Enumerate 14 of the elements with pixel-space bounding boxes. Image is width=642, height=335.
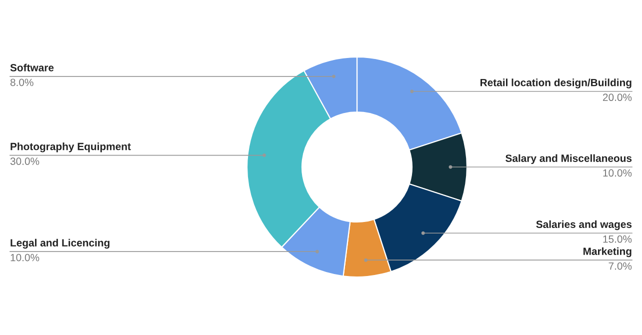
slice-label: Retail location design/Building	[480, 78, 632, 88]
data-label: 10.0%	[603, 169, 632, 177]
data-label: 20.0%	[602, 94, 632, 102]
slice-label: Salary and Miscellaneous	[506, 154, 632, 164]
data-label: 15.0%	[603, 235, 632, 243]
data-label: 7.0%	[608, 262, 632, 270]
slice-label: Photography Equipment	[10, 142, 131, 152]
slice-label: Marketing	[584, 247, 632, 258]
data-label: 30.0%	[10, 158, 40, 165]
slice-label: Software	[10, 64, 54, 72]
data-label: 10.0%	[10, 254, 40, 262]
data-label: 8.0%	[10, 78, 34, 86]
slice-label: Salaries and wages	[536, 220, 632, 230]
slice-label: Legal and Licencing	[10, 238, 110, 249]
